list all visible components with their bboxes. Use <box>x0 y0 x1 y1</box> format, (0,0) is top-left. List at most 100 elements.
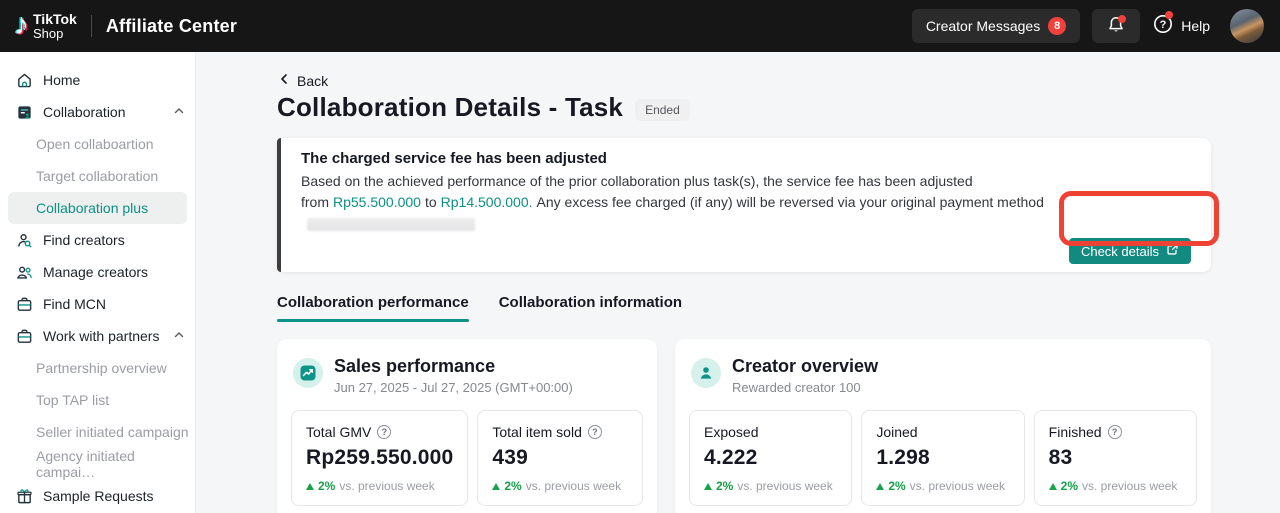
creator-overview-icon <box>691 358 721 388</box>
sales-performance-icon <box>293 358 323 388</box>
delta-note: vs. previous week <box>909 479 1006 493</box>
sidebar-item-collaboration-plus[interactable]: Collaboration plus <box>8 192 187 224</box>
detail-tabs: Collaboration performance Collaboration … <box>277 294 1211 322</box>
chevron-left-icon <box>277 72 291 89</box>
tiktok-shop-logo[interactable]: ♪ TikTok Shop <box>14 7 77 41</box>
metric-label: Finished <box>1048 424 1102 440</box>
triangle-up-icon <box>704 482 712 490</box>
notice-body-mid: to <box>424 194 437 210</box>
service-fee-notice-card: The charged service fee has been adjuste… <box>277 138 1219 272</box>
amount-from: Rp55.500.000 <box>333 194 421 210</box>
sidebar-item-label: Top TAP list <box>36 392 110 408</box>
sidebar-item-home[interactable]: Home <box>0 64 195 96</box>
sample-requests-icon <box>16 488 33 505</box>
app-title: Affiliate Center <box>105 15 238 36</box>
info-icon[interactable]: ? <box>587 425 602 439</box>
help-icon: ? <box>1152 13 1174 40</box>
manage-creators-icon <box>16 264 33 281</box>
work-with-partners-icon <box>16 328 33 345</box>
sidebar-item-partnership-overview[interactable]: Partnership overview <box>0 352 195 384</box>
brand-line2: Shop <box>33 25 64 41</box>
notice-accent-bar <box>277 138 281 272</box>
delta-note: vs. previous week <box>1082 479 1178 493</box>
delta-percent: 2% <box>318 479 336 493</box>
sidebar-item-manage-creators[interactable]: Manage creators <box>0 256 195 288</box>
triangle-up-icon <box>492 482 501 490</box>
notification-dot <box>1118 15 1127 23</box>
metric-exposed: Exposed 4.222 2% vs. previous week <box>689 410 853 506</box>
back-link[interactable]: Back <box>277 72 328 89</box>
creator-messages-badge: 8 <box>1048 17 1067 35</box>
creator-messages-button[interactable]: Creator Messages 8 <box>911 9 1081 43</box>
triangle-up-icon <box>306 482 314 490</box>
notice-body-before: Based on the achieved performance of the… <box>301 173 973 210</box>
brand-text: TikTok Shop <box>33 12 77 40</box>
sidebar-item-label: Collaboration <box>43 104 126 120</box>
svg-text:?: ? <box>1160 18 1167 30</box>
delta-note: vs. previous week <box>339 479 435 493</box>
notice-title: The charged service fee has been adjuste… <box>301 150 607 167</box>
creator-card-title: Creator overview <box>732 356 879 376</box>
sidebar-item-label: Agency initiated campai… <box>36 448 135 480</box>
external-link-icon <box>1166 243 1179 259</box>
metric-label: Total GMV <box>306 424 372 440</box>
sidebar-item-label: Find MCN <box>43 296 107 312</box>
check-details-button[interactable]: Check details <box>1068 238 1191 264</box>
sidebar-item-sample-requests[interactable]: Sample Requests <box>0 480 195 512</box>
notice-body: Based on the achieved performance of the… <box>301 171 1191 234</box>
delta-percent: 2% <box>888 479 906 493</box>
delta-note: vs. previous week <box>525 479 622 493</box>
sidebar-item-find-creators[interactable]: Find creators <box>0 224 195 256</box>
sidebar-item-label: Open collaboartion <box>36 136 154 152</box>
delta-percent: 2% <box>716 479 734 493</box>
brand-line1: TikTok <box>33 10 77 27</box>
metric-joined: Joined 1.298 2% vs. previous week <box>861 410 1025 506</box>
info-icon[interactable]: ? <box>1107 425 1122 439</box>
sidebar-item-label: Manage creators <box>43 264 149 280</box>
sidebar-item-target-collaboration[interactable]: Target collaboration <box>0 160 195 192</box>
creator-messages-label: Creator Messages <box>925 18 1041 34</box>
tiktok-note-icon: ♪ <box>14 7 29 41</box>
top-header: ♪ TikTok Shop Affiliate Center Creator M… <box>0 0 1280 52</box>
delta-percent: 2% <box>504 479 522 493</box>
sidebar-item-label: Partnership overview <box>36 360 167 376</box>
creator-card-subtitle: Rewarded creator 100 <box>732 380 861 395</box>
tab-collaboration-information[interactable]: Collaboration information <box>498 294 683 311</box>
info-icon[interactable]: ? <box>377 425 392 439</box>
sidebar-item-seller-initiated-campaign[interactable]: Seller initiated campaign <box>0 416 195 448</box>
sidebar-item-find-mcn[interactable]: Find MCN <box>0 288 195 320</box>
notifications-button[interactable] <box>1092 9 1141 43</box>
sidebar-item-work-with-partners[interactable]: Work with partners <box>0 320 195 352</box>
user-avatar[interactable] <box>1230 9 1264 43</box>
metric-value: Rp259.550.000 <box>306 446 454 469</box>
sidebar-item-open-collaboration[interactable]: Open collaboartion <box>0 128 195 160</box>
metric-total-item-sold: Total item sold ? 439 2% vs. previous we… <box>477 410 643 506</box>
help-label: Help <box>1181 18 1210 34</box>
sidebar-item-collaboration[interactable]: Collaboration <box>0 96 195 128</box>
sidebar-item-top-tap-list[interactable]: Top TAP list <box>0 384 195 416</box>
chevron-up-icon <box>173 104 185 120</box>
triangle-up-icon <box>876 482 885 490</box>
collaboration-icon <box>16 104 33 121</box>
metric-finished: Finished ? 83 2% vs. previous week <box>1033 410 1197 506</box>
sales-performance-card: Sales performance Jun 27, 2025 - Jul 27,… <box>277 339 657 513</box>
sidebar-item-label: Seller initiated campaign <box>36 424 189 440</box>
tab-collaboration-performance[interactable]: Collaboration performance <box>277 294 469 322</box>
help-button[interactable]: ? Help <box>1152 10 1210 40</box>
metric-value: 439 <box>492 446 529 469</box>
sidebar-item-label: Collaboration plus <box>36 200 149 216</box>
sidebar: Home Collaboration Open collaboartion Ta… <box>0 52 196 513</box>
sidebar-item-label: Find creators <box>43 232 125 248</box>
metric-value: 1.298 <box>876 446 930 469</box>
sidebar-item-label: Home <box>43 72 81 88</box>
sidebar-item-agency-initiated-campaign[interactable]: Agency initiated campai… <box>0 448 195 480</box>
creator-overview-card: Creator overview Rewarded creator 100 Ex… <box>675 339 1211 513</box>
status-badge: Ended <box>635 98 690 121</box>
triangle-up-icon <box>1048 482 1057 490</box>
delta-note: vs. previous week <box>737 479 833 493</box>
back-label: Back <box>297 72 329 89</box>
sidebar-item-label: Sample Requests <box>43 488 154 504</box>
home-icon <box>16 72 33 89</box>
sidebar-item-label: Work with partners <box>43 328 160 344</box>
metric-label: Total item sold <box>492 424 582 440</box>
